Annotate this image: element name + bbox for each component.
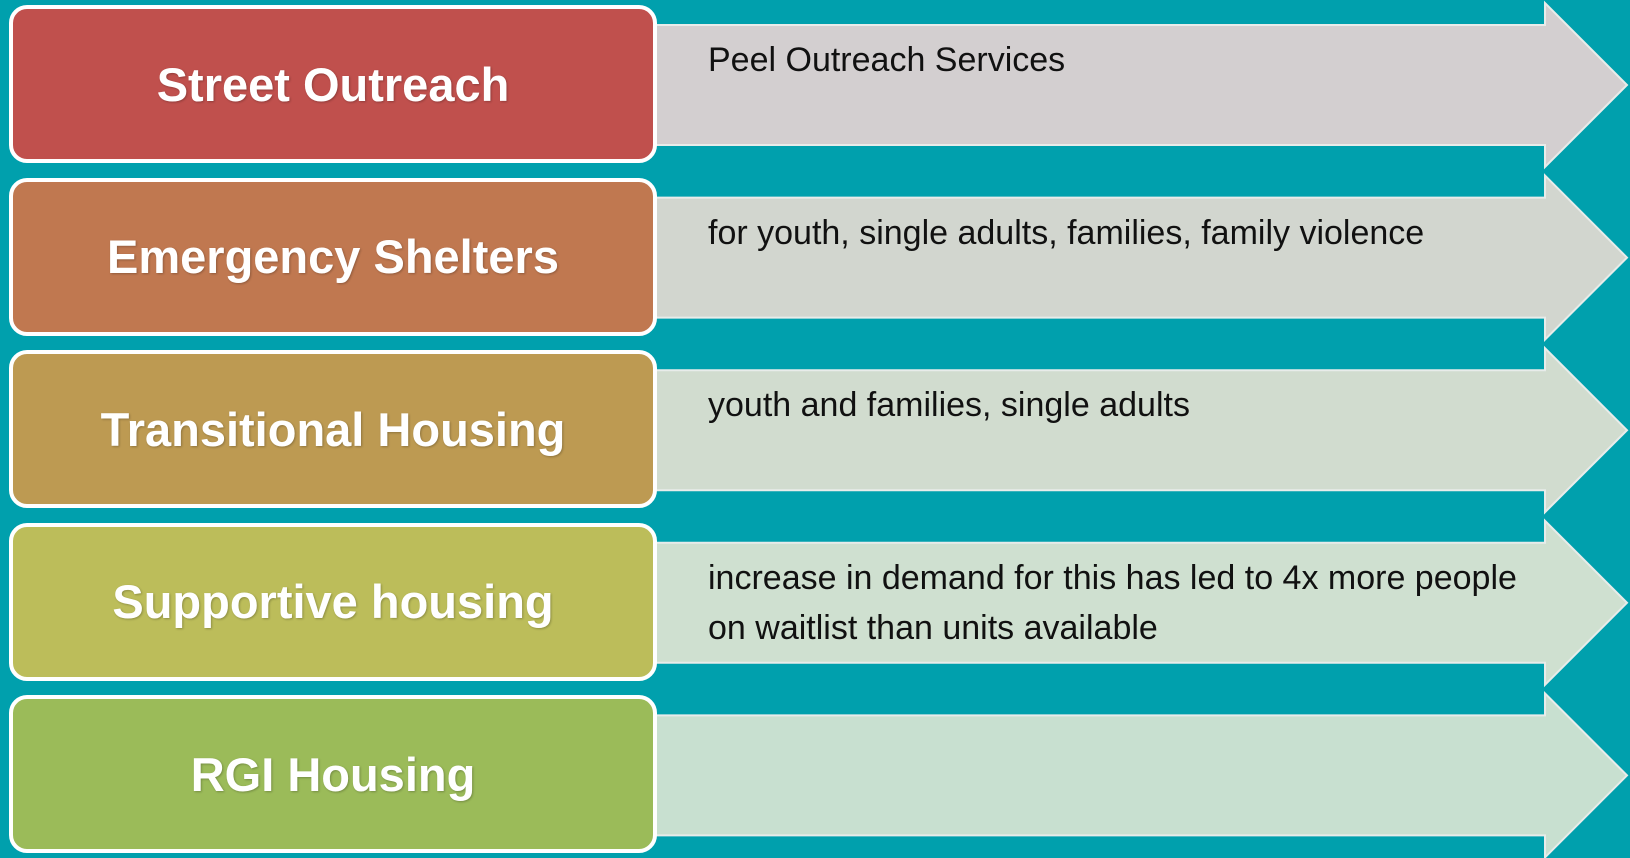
category-box: Supportive housing — [9, 522, 657, 681]
category-label: RGI Housing — [190, 747, 476, 801]
arrow — [639, 518, 1629, 688]
description: for youth, single adults, families, fami… — [708, 213, 1425, 252]
arrow — [639, 0, 1629, 170]
arrow — [639, 173, 1629, 343]
category-box: RGI Housing — [9, 695, 657, 854]
category-label: Transitional Housing — [100, 402, 566, 456]
category-label: Supportive housing — [112, 575, 554, 629]
description: Peel Outreach Services — [708, 41, 1066, 79]
arrow — [639, 345, 1629, 515]
category-label: Street Outreach — [156, 57, 510, 111]
description: increase in demand for this has led to 4… — [708, 558, 1517, 647]
category-box: Transitional Housing — [9, 350, 657, 509]
category-label: Emergency Shelters — [107, 230, 559, 284]
category-box: Street Outreach — [9, 5, 657, 163]
category-box: Emergency Shelters — [9, 177, 657, 336]
description: youth and families, single adults — [708, 386, 1190, 425]
arrow — [639, 690, 1629, 858]
